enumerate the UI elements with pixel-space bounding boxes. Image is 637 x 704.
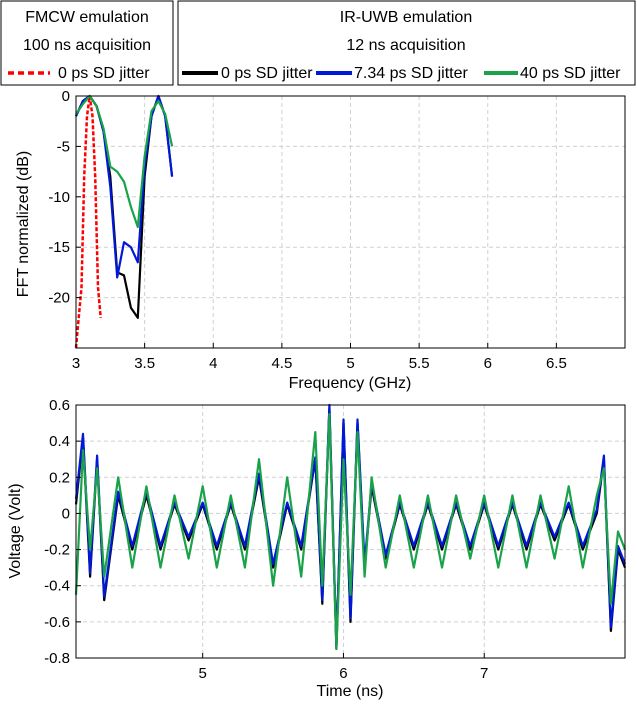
legend-iruwb: IR-UWB emulation 12 ns acquisition 0 ps … (177, 0, 636, 86)
fft-y-tick-label: 0 (62, 88, 70, 105)
fft-ylabel: FFT normalized (dB) (15, 151, 32, 297)
fft-series-3 (75, 94, 174, 229)
legend-iruwb-subtitle: 12 ns acquisition (346, 37, 465, 54)
fft-x-tick-label: 5.5 (409, 355, 430, 372)
legend-iruwb-entry-0-label: 0 ps SD jitter (221, 65, 313, 82)
legend-iruwb-frame (177, 0, 636, 86)
legend-fmcw-title: FMCW emulation (25, 9, 149, 26)
voltage-y-tick-label: 0.2 (49, 469, 70, 486)
fft-x-tick-label: 3 (72, 355, 80, 372)
fft-grid (75, 95, 625, 348)
fft-y-tick-label: -20 (48, 290, 70, 307)
legend-fmcw-entry-label: 0 ps SD jitter (58, 65, 150, 82)
legend-fmcw-subtitle: 100 ns acquisition (23, 37, 151, 54)
fft-y-tick-label: -5 (57, 138, 70, 155)
fft-ticks: 3 3.5 4 4.5 5 5.5 6 6.5 0 -5 -10 -15 -20 (48, 88, 566, 372)
legend-fmcw-frame (0, 0, 174, 86)
fft-series-2 (74, 94, 174, 279)
fft-xlabel: Frequency (GHz) (289, 375, 412, 392)
voltage-y-tick-label: 0 (62, 505, 70, 522)
voltage-x-tick-label: 7 (480, 665, 488, 682)
fft-x-tick-label: 3.5 (134, 355, 155, 372)
voltage-y-tick-label: -0.2 (44, 542, 70, 559)
voltage-plot-frame (75, 404, 626, 659)
fft-series (74, 94, 174, 349)
fft-x-tick-label: 4 (209, 355, 217, 372)
legend-iruwb-title: IR-UWB emulation (340, 9, 472, 26)
voltage-y-tick-label: 0.4 (49, 433, 70, 450)
fft-series-1 (74, 94, 174, 319)
fft-y-tick-label: -10 (48, 189, 70, 206)
voltage-y-tick-label: 0.6 (49, 397, 70, 414)
fft-chart: 3 3.5 4 4.5 5 5.5 6 6.5 0 -5 -10 -15 -20 Frequency (… (15, 88, 626, 392)
fft-x-tick-label: 6 (484, 355, 492, 372)
voltage-x-tick-label: 6 (339, 665, 347, 682)
voltage-ticks: 5 6 7 0.6 0.4 0.2 0 -0.2 -0.4 -0.6 -0.8 (44, 397, 488, 682)
voltage-chart: 5 6 70.60.40.20-0.2-0.4-0.6-0.8 Time (ns) … (7, 397, 627, 700)
voltage-x-tick-label: 5 (199, 665, 207, 682)
fft-x-tick-label: 5 (346, 355, 354, 372)
fft-series-0 (74, 94, 102, 349)
voltage-xlabel: Time (ns) (317, 683, 384, 700)
fft-y-tick-label: -15 (48, 239, 70, 256)
voltage-series (74, 403, 627, 651)
voltage-y-tick-label: -0.8 (44, 650, 70, 667)
voltage-y-tick-label: -0.6 (44, 614, 70, 631)
voltage-series-2 (74, 412, 627, 651)
fft-x-tick-label: 6.5 (546, 355, 567, 372)
voltage-y-tick-label: -0.4 (44, 578, 70, 595)
fft-x-tick-label: 4.5 (271, 355, 292, 372)
legend-iruwb-entry-2-label: 40 ps SD jitter (520, 65, 621, 82)
legend-fmcw: FMCW emulation 100 ns acquisition 0 ps S… (0, 0, 174, 86)
voltage-ylabel: Voltage (Volt) (7, 483, 24, 578)
legend-iruwb-entry-1-label: 7.34 ps SD jitter (354, 65, 469, 82)
